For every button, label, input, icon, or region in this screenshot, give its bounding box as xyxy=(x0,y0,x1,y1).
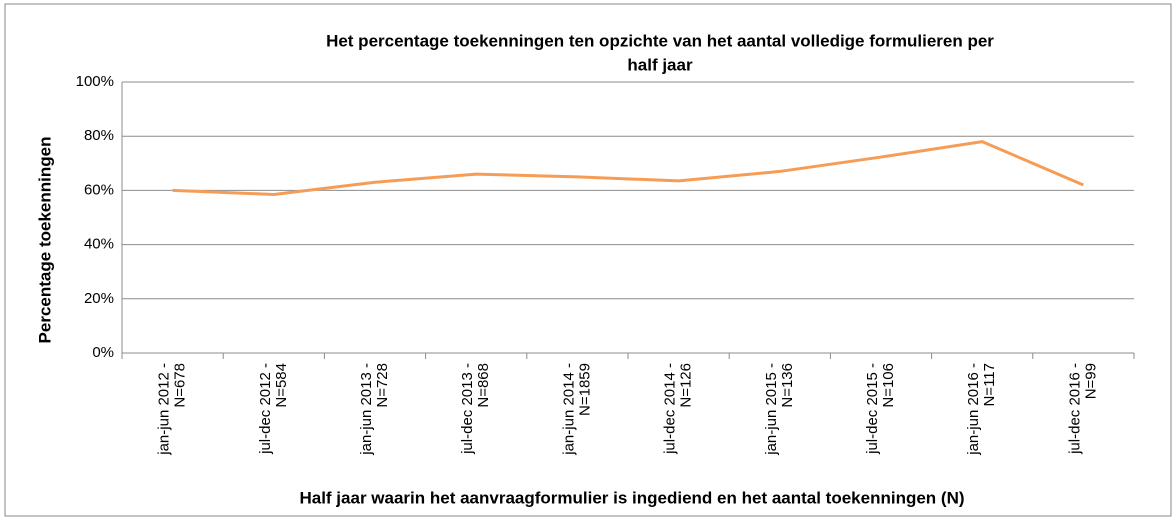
y-tick-label: 80% xyxy=(84,127,114,144)
y-tick-label: 100% xyxy=(76,73,114,90)
x-axis-label: Half jaar waarin het aanvraagformulier i… xyxy=(299,488,964,507)
chart-frame xyxy=(4,3,1172,517)
x-tick-label: N=678 xyxy=(172,363,189,408)
x-tick-label: jan-jun 2013 - xyxy=(358,363,375,456)
y-tick-label: 60% xyxy=(84,181,114,198)
chart-title: Het percentage toekenningen ten opzichte… xyxy=(326,31,994,50)
y-tick-label: 20% xyxy=(84,290,114,307)
x-tick-label: N=868 xyxy=(475,363,492,408)
x-tick-label: jan-jun 2016 - xyxy=(965,363,982,456)
x-tick-label: N=1859 xyxy=(576,363,593,416)
x-tick-label: N=99 xyxy=(1082,363,1099,399)
y-axis-label: Percentage toekenningen xyxy=(35,137,54,344)
x-tick-label: jul-dec 2014 - xyxy=(662,363,679,455)
x-tick-label: N=728 xyxy=(374,363,391,408)
x-tick-label: N=136 xyxy=(779,363,796,408)
x-tick-label: N=117 xyxy=(981,363,998,407)
y-tick-label: 0% xyxy=(92,344,114,361)
chart-title: half jaar xyxy=(627,55,693,74)
x-tick-label: jul-dec 2012 - xyxy=(257,363,274,455)
x-tick-label: N=584 xyxy=(273,363,290,408)
x-tick-label: jan-jun 2015 - xyxy=(763,363,780,456)
x-tick-label: jan-jun 2014 - xyxy=(560,363,577,456)
x-tick-label: jul-dec 2013 - xyxy=(459,363,476,455)
data-line xyxy=(172,140,1084,196)
x-tick-label: jul-dec 2015 - xyxy=(864,363,881,455)
x-tick-label: N=106 xyxy=(880,363,897,408)
x-tick-label: jul-dec 2016 - xyxy=(1066,363,1083,455)
y-tick-label: 40% xyxy=(84,236,114,253)
x-tick-label: N=126 xyxy=(678,363,695,408)
x-tick-label: jan-jun 2012 - xyxy=(156,363,173,456)
